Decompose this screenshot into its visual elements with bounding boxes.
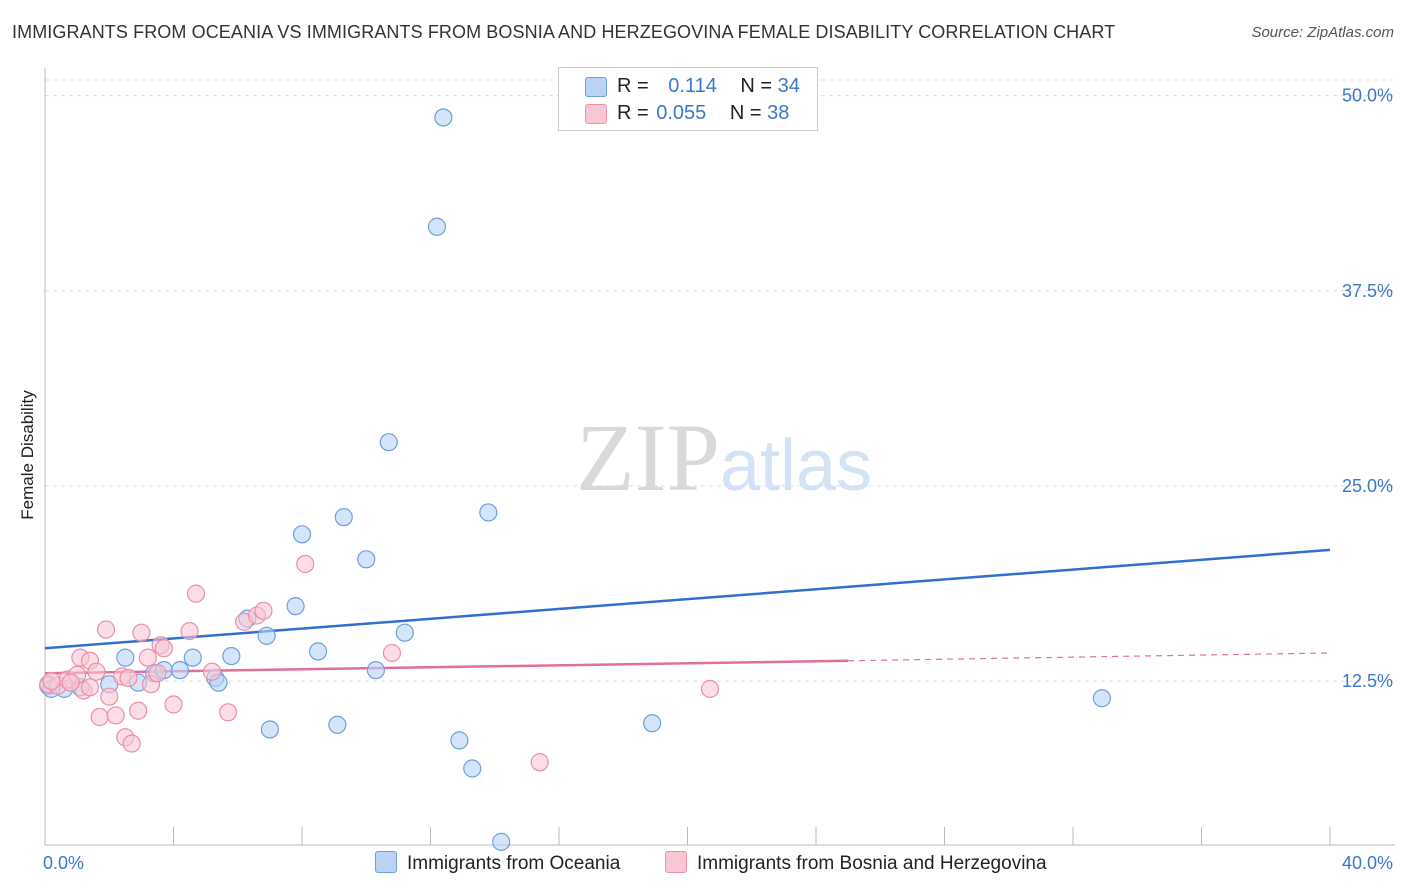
point-bosnia bbox=[154, 639, 173, 658]
point-bosnia bbox=[96, 620, 116, 639]
bottom-legend-label-bosnia: Immigrants from Bosnia and Herzegovina bbox=[697, 853, 1047, 874]
point-oceania bbox=[116, 648, 135, 667]
point-bosnia bbox=[296, 554, 315, 574]
point-oceania bbox=[222, 646, 241, 666]
point-oceania bbox=[170, 661, 190, 680]
point-bosnia bbox=[530, 753, 549, 772]
legend-box: R = 0.114 N = 34 R = 0.055 N = 38 bbox=[558, 67, 818, 131]
point-bosnia bbox=[100, 687, 119, 706]
point-bosnia bbox=[80, 678, 100, 697]
point-bosnia bbox=[254, 601, 273, 620]
tick-labels: 12.5% 25.0% 37.5% 50.0% 0.0% 40.0% bbox=[43, 86, 1393, 873]
point-bosnia bbox=[186, 584, 206, 603]
point-bosnia bbox=[138, 648, 157, 667]
bottom-legend-bosnia: Immigrants from Bosnia and Herzegovina bbox=[665, 851, 1047, 875]
point-oceania bbox=[379, 433, 398, 452]
point-oceania bbox=[643, 714, 662, 733]
point-oceania bbox=[308, 642, 328, 661]
point-bosnia bbox=[180, 622, 199, 641]
legend-n-label: N = bbox=[729, 102, 762, 124]
point-oceania bbox=[427, 217, 447, 236]
point-bosnia bbox=[90, 707, 109, 727]
legend-n-label: N = bbox=[740, 75, 773, 97]
point-bosnia bbox=[219, 703, 238, 722]
point-oceania bbox=[257, 626, 276, 645]
legend-swatch-pink bbox=[585, 104, 607, 124]
y-tick-label: 25.0% bbox=[1342, 476, 1393, 496]
legend-r-label: R = bbox=[617, 75, 649, 97]
trend-line-bosnia bbox=[848, 652, 1331, 662]
point-oceania bbox=[479, 503, 498, 522]
point-oceania bbox=[357, 550, 376, 569]
point-oceania bbox=[286, 597, 305, 616]
point-oceania bbox=[1092, 689, 1112, 708]
point-bosnia bbox=[119, 668, 138, 688]
legend-n-value: 38 bbox=[767, 102, 790, 124]
point-oceania bbox=[450, 731, 469, 750]
y-tick-label: 12.5% bbox=[1342, 671, 1393, 691]
point-oceania bbox=[292, 525, 312, 544]
x-tick-label: 40.0% bbox=[1342, 853, 1393, 873]
point-bosnia bbox=[132, 623, 151, 642]
bottom-legend-label-oceania: Immigrants from Oceania bbox=[407, 853, 621, 874]
point-bosnia bbox=[148, 664, 167, 683]
bottom-legend-swatch-pink bbox=[665, 851, 687, 873]
point-bosnia bbox=[164, 695, 183, 714]
axes bbox=[44, 68, 1395, 846]
point-oceania bbox=[260, 720, 279, 739]
legend-r-label: R = bbox=[617, 102, 649, 124]
point-oceania bbox=[395, 623, 414, 642]
trend-line-oceania bbox=[44, 548, 1331, 650]
gridlines bbox=[45, 79, 1395, 682]
data-points bbox=[39, 108, 1112, 851]
bottom-legend-swatch-blue bbox=[375, 851, 397, 873]
point-oceania bbox=[492, 832, 511, 851]
watermark-zip: ZIP bbox=[576, 404, 720, 511]
y-tick-label: 50.0% bbox=[1342, 86, 1393, 106]
point-bosnia bbox=[382, 643, 402, 663]
y-tick-label: 37.5% bbox=[1342, 281, 1393, 301]
watermark-atlas: atlas bbox=[720, 426, 872, 506]
legend-swatch-blue bbox=[585, 77, 607, 97]
point-bosnia bbox=[61, 673, 80, 692]
point-bosnia bbox=[202, 662, 222, 681]
chart-title: IMMIGRANTS FROM OCEANIA VS IMMIGRANTS FR… bbox=[12, 22, 1116, 42]
source-label: Source: ZipAtlas.com bbox=[1251, 24, 1394, 41]
point-oceania bbox=[463, 759, 482, 778]
point-bosnia bbox=[42, 671, 61, 691]
point-bosnia bbox=[106, 706, 125, 725]
point-oceania bbox=[334, 508, 353, 527]
legend-r-value: 0.114 bbox=[668, 75, 717, 97]
point-bosnia bbox=[700, 679, 720, 698]
bottom-legend-oceania: Immigrants from Oceania bbox=[375, 851, 620, 875]
point-oceania bbox=[328, 715, 347, 734]
point-oceania bbox=[183, 648, 202, 667]
point-oceania bbox=[366, 661, 385, 680]
point-bosnia bbox=[87, 662, 106, 681]
point-bosnia bbox=[129, 701, 148, 720]
x-tick-label: 0.0% bbox=[43, 853, 84, 873]
point-bosnia bbox=[122, 734, 141, 753]
legend-r-value: 0.055 bbox=[656, 102, 707, 124]
point-oceania bbox=[434, 108, 453, 127]
legend-n-value: 34 bbox=[777, 75, 800, 97]
